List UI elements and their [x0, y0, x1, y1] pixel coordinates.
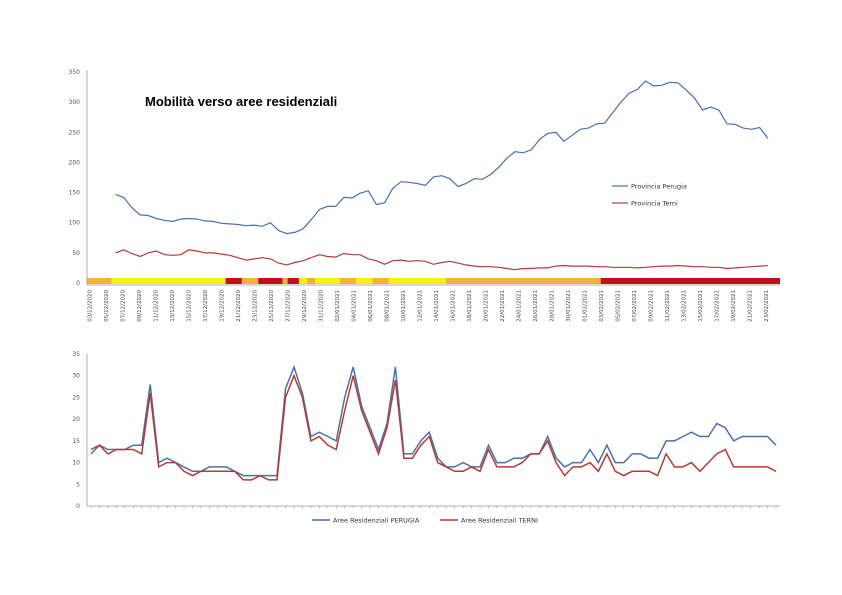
top-series-lines — [115, 80, 769, 271]
bottom-y-tick-label: 10 — [72, 460, 80, 467]
bottom-y-tick-label: 25 — [72, 394, 80, 401]
top-x-tick-label: 05/12/2020 — [104, 290, 110, 322]
top-y-tick-label: 200 — [69, 159, 81, 166]
top-series-line-1 — [115, 249, 768, 271]
zone-band-segment-15 — [600, 278, 780, 284]
zone-band-segment-8 — [307, 278, 316, 284]
top-x-tick-label: 23/02/2021 — [764, 290, 770, 322]
bottom-series-line-0 — [90, 364, 777, 477]
bottom-y-tick-label: 5 — [76, 481, 80, 488]
zone-band-segment-6 — [287, 278, 299, 284]
top-x-tick-label: 19/12/2020 — [220, 290, 226, 322]
top-x-tick-label: 21/02/2021 — [748, 290, 754, 322]
top-x-tick-label: 17/02/2021 — [715, 290, 721, 322]
zone-color-band — [87, 278, 780, 284]
top-x-tick-label: 26/01/2021 — [533, 290, 539, 322]
top-x-tick-label: 03/02/2021 — [599, 290, 605, 322]
top-x-tick-label: 15/12/2020 — [187, 290, 193, 322]
bottom-x-tick-marks — [90, 506, 777, 509]
top-x-tick-label: 30/01/2021 — [566, 290, 572, 322]
top-y-tick-label: 50 — [72, 250, 80, 257]
bottom-series-line-1 — [90, 373, 777, 481]
bottom-line-chart: 0 5 10 15 20 25 30 35 Aree Residenziali PERUGIA… — [72, 351, 780, 525]
top-x-tick-label: 04/01/2021 — [352, 290, 358, 322]
top-series-line-0 — [115, 80, 769, 235]
top-x-tick-label: 19/02/2021 — [731, 290, 737, 322]
legend-label-perugia: Provincia Perugia — [631, 183, 687, 191]
bottom-y-tick-label: 20 — [72, 416, 80, 423]
top-x-tick-label: 10/01/2021 — [401, 290, 407, 322]
top-x-tick-label: 06/01/2021 — [368, 290, 374, 322]
top-y-tick-label: 250 — [69, 129, 81, 136]
top-y-tick-label: 350 — [69, 69, 81, 76]
top-x-tick-label: 07/12/2020 — [121, 290, 127, 322]
bottom-y-tick-label: 0 — [76, 503, 80, 510]
zone-band-segment-5 — [282, 278, 288, 284]
zone-band-segment-0 — [87, 278, 112, 284]
top-x-tick-label: 13/02/2021 — [682, 290, 688, 322]
top-y-tick-label: 100 — [69, 220, 81, 227]
top-x-tick-label: 11/12/2020 — [154, 290, 160, 322]
top-x-tick-label: 18/01/2021 — [467, 290, 473, 322]
top-x-tick-label: 24/01/2021 — [517, 290, 523, 322]
zone-band-segment-7 — [298, 278, 308, 284]
bottom-y-tick-label: 15 — [72, 438, 80, 445]
zone-band-segment-10 — [339, 278, 357, 284]
top-x-tick-label: 31/12/2020 — [319, 290, 325, 322]
top-y-tick-label: 0 — [76, 280, 80, 287]
legend-label-aree-perugia: Aree Residenziali PERUGIA — [333, 517, 420, 525]
top-x-tick-label: 13/12/2020 — [170, 290, 176, 322]
top-x-tick-label: 21/12/2020 — [236, 290, 242, 322]
zone-band-segment-4 — [258, 278, 283, 284]
bottom-y-tick-label: 35 — [72, 351, 80, 358]
top-x-tick-label: 03/12/2020 — [88, 290, 94, 322]
top-x-tick-labels: 03/12/2020 05/12/2020 07/12/2020 09/12/2020… — [88, 290, 771, 322]
top-x-tick-label: 29/12/2020 — [302, 290, 308, 322]
top-x-tick-label: 27/12/2020 — [286, 290, 292, 322]
top-line-chart: 0 50 100 150 200 250 300 350 03/12/2020 05/12/20… — [69, 69, 780, 322]
top-x-tick-label: 11/02/2021 — [665, 290, 671, 322]
legend-label-aree-terni: Aree Residenziali TERNI — [461, 517, 538, 525]
top-x-tick-label: 09/02/2021 — [649, 290, 655, 322]
zone-band-segment-13 — [388, 278, 446, 284]
top-legend: Provincia Perugia Provincia Terni — [612, 183, 687, 208]
zone-band-segment-12 — [372, 278, 389, 284]
top-x-tick-label: 22/01/2021 — [500, 290, 506, 322]
top-x-tick-label: 08/01/2021 — [385, 290, 391, 322]
top-x-tick-label: 14/01/2021 — [434, 290, 440, 322]
top-x-tick-label: 28/01/2021 — [550, 290, 556, 322]
top-x-tick-label: 12/01/2021 — [418, 290, 424, 322]
top-x-tick-label: 05/02/2021 — [616, 290, 622, 322]
bottom-y-tick-labels: 0 5 10 15 20 25 30 35 — [72, 351, 80, 510]
bottom-legend: Aree Residenziali PERUGIA Aree Residenzi… — [312, 517, 538, 525]
top-x-tick-label: 07/02/2021 — [632, 290, 638, 322]
legend-label-terni: Provincia Terni — [631, 200, 678, 208]
zone-band-segment-1 — [111, 278, 226, 284]
zone-band-segment-11 — [356, 278, 373, 284]
zone-band-segment-2 — [225, 278, 242, 284]
top-x-tick-label: 20/01/2021 — [484, 290, 490, 322]
top-x-tick-label: 17/12/2020 — [203, 290, 209, 322]
zone-band-segment-3 — [241, 278, 259, 284]
top-x-tick-label: 23/12/2020 — [253, 290, 259, 322]
zone-band-segment-9 — [315, 278, 340, 284]
bottom-y-tick-label: 30 — [72, 373, 80, 380]
top-y-tick-label: 300 — [69, 99, 81, 106]
top-x-tick-label: 02/01/2021 — [335, 290, 341, 322]
top-x-tick-label: 09/12/2020 — [137, 290, 143, 322]
top-x-tick-label: 15/02/2021 — [698, 290, 704, 322]
zone-band-segment-14 — [445, 278, 601, 284]
top-y-tick-labels: 0 50 100 150 200 250 300 350 — [69, 69, 81, 287]
top-x-tick-label: 16/01/2021 — [451, 290, 457, 322]
chart-title: Mobilità verso aree residenziali — [145, 94, 337, 109]
top-x-tick-label: 01/02/2021 — [583, 290, 589, 322]
bottom-series-lines — [90, 364, 777, 481]
top-y-tick-label: 150 — [69, 190, 81, 197]
top-x-tick-label: 25/12/2020 — [269, 290, 275, 322]
